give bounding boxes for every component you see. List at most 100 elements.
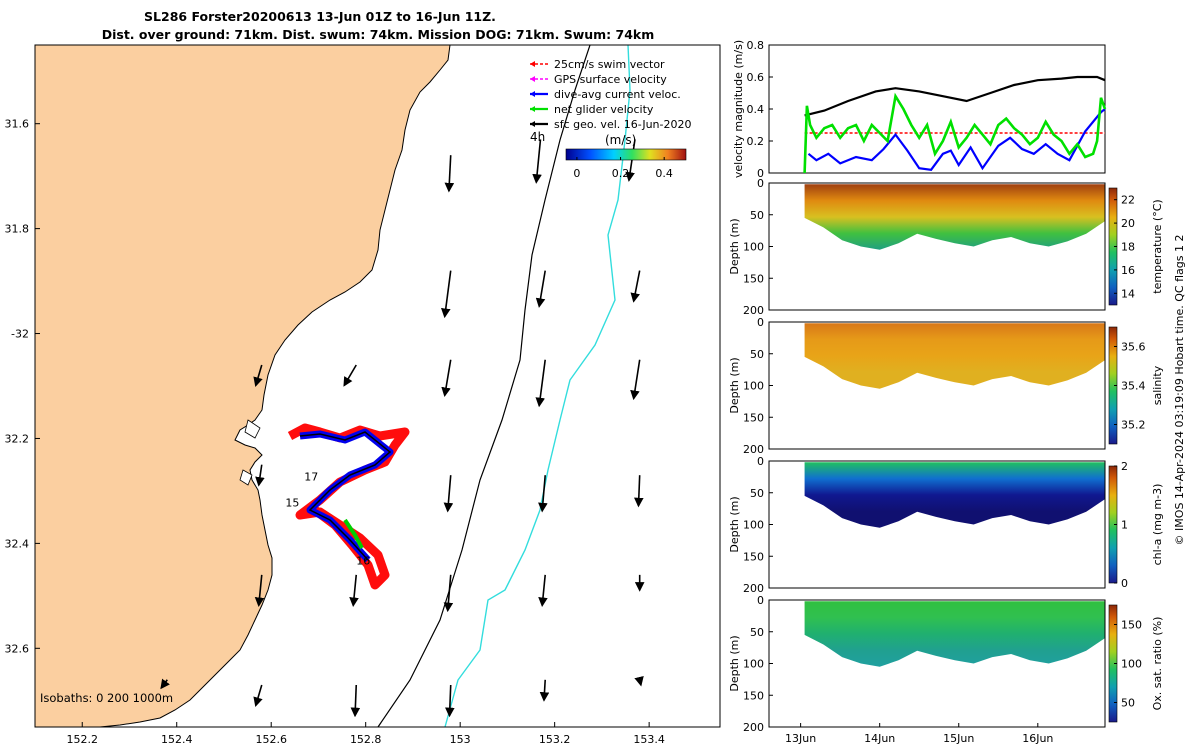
- legend-interval: 4h: [530, 130, 545, 144]
- depth-tick-label: 200: [743, 582, 764, 595]
- estuary-detail: [244, 419, 261, 439]
- map-y-tick-label: 32.4: [5, 537, 30, 550]
- track-day-label: 17: [304, 470, 318, 483]
- depth-tick-label: 100: [743, 519, 764, 532]
- velocity-series-line: [807, 108, 1106, 171]
- date-tick-label: 16Jun: [1022, 732, 1053, 745]
- depth-axis-label: Depth (m): [728, 218, 741, 274]
- colorbar-tick-label: 2: [1121, 460, 1128, 473]
- depth-tick-label: 150: [743, 272, 764, 285]
- depth-axis-label: Depth (m): [728, 635, 741, 691]
- velocity-y-tick-label: 0: [757, 167, 764, 180]
- colorbar-tick-label: 0.4: [655, 167, 673, 180]
- map-x-tick-label: 152.2: [66, 733, 98, 746]
- isobath-200: [377, 45, 591, 727]
- copyright-note: © IMOS 14-Apr-2024 03:19:09 Hobart time.…: [1173, 235, 1186, 546]
- heatmap-panel: 0 50 100 150 200 Depth (m) 35.2 35.4 35.6 salinit…: [728, 316, 1164, 456]
- depth-tick-label: 50: [750, 348, 764, 361]
- heatmap-data-field: [804, 323, 1105, 389]
- date-tick-label: 15Jun: [943, 732, 974, 745]
- legend-arrowhead: [530, 121, 535, 127]
- current-vector-arrow: [349, 574, 359, 608]
- track-day-label: 15: [285, 497, 299, 510]
- map-frame: [34, 44, 721, 728]
- heatmap-data-field: [804, 184, 1105, 250]
- current-vector-arrow: [350, 684, 361, 718]
- map-panel: 15 16 17 152.2 152.4 152.6 152.8 153 153.2 153.4…: [5, 44, 721, 746]
- depth-tick-label: 200: [743, 304, 764, 317]
- map-x-tick-label: 153.2: [539, 733, 571, 746]
- velocity-ylabel: velocity magnitude (m/s): [732, 40, 745, 178]
- heatmap-data-field: [804, 462, 1105, 528]
- depth-tick-label: 150: [743, 689, 764, 702]
- colorbar-tick-label: 0.2: [612, 167, 630, 180]
- map-colorbar: [565, 148, 687, 161]
- current-vector-arrow: [255, 464, 265, 487]
- current-vector-arrow: [254, 574, 265, 608]
- heatmap-panel: 0 50 100 150 200 Depth (m) 50 100 150 Ox. sat. ra…: [728, 594, 1164, 745]
- current-vector-arrow: [444, 155, 455, 193]
- current-vector-arrow: [253, 364, 263, 387]
- heatmap-panel: 0 50 100 150 200 Depth (m) 14 16 18 20 22 temperatu…: [728, 177, 1164, 317]
- current-vector-arrow: [535, 270, 546, 308]
- colorbar-tick-label: 50: [1121, 697, 1135, 710]
- legend-label: net glider velocity: [554, 103, 654, 116]
- colorbar-tick-label: 0: [1121, 577, 1128, 590]
- depth-tick-label: 150: [743, 411, 764, 424]
- legend-arrowhead: [530, 91, 535, 97]
- velocity-y-tick-label: 0.4: [747, 103, 765, 116]
- current-vector-arrow: [532, 139, 542, 184]
- colorbar-label: salinity: [1151, 365, 1164, 405]
- depth-tick-label: 0: [757, 594, 764, 607]
- chart-title-line2: Dist. over ground: 71km. Dist. swum: 74k…: [102, 27, 655, 42]
- colorbar-label: (m/s): [605, 133, 636, 147]
- estuary-detail: [239, 469, 253, 486]
- depth-tick-label: 100: [743, 380, 764, 393]
- depth-tick-label: 100: [743, 658, 764, 671]
- depth-tick-label: 150: [743, 550, 764, 563]
- colorbar-tick-label: 35.4: [1121, 380, 1146, 393]
- colorbar-tick-label: 1: [1121, 519, 1128, 532]
- colorbar-tick-label: 18: [1121, 241, 1135, 254]
- colorbar-tick-label: 0: [573, 167, 580, 180]
- colorbar-label: Ox. sat. ratio (%): [1151, 617, 1164, 711]
- current-vector-arrow: [634, 675, 644, 687]
- depth-tick-label: 200: [743, 721, 764, 734]
- map-y-tick-label: 31.8: [5, 223, 30, 236]
- colorbar-label: temperature (°C): [1151, 199, 1164, 293]
- current-vector-arrow: [538, 574, 548, 608]
- legend-label: GPS surface velocity: [554, 73, 667, 86]
- legend-label: sfc geo. vel. 16-Jun-2020: [554, 118, 691, 131]
- isobath-legend-label: Isobaths: 0 200 1000m: [40, 691, 173, 705]
- velocity-series-line: [803, 92, 1107, 174]
- map-y-tick-label: -32: [11, 328, 29, 341]
- depth-axis-label: Depth (m): [728, 357, 741, 413]
- current-vector-arrow: [160, 678, 170, 690]
- heatmap-panel: 0 50 100 150 200 Depth (m) 0 1 2 chl-a (mg m-3): [728, 455, 1164, 595]
- date-tick-label: 13Jun: [785, 732, 816, 745]
- current-vector-arrow: [441, 359, 452, 398]
- legend-arrowhead: [530, 61, 535, 67]
- current-vector-arrow: [445, 684, 455, 718]
- colorbar-tick-label: 35.2: [1121, 419, 1146, 432]
- date-tick-label: 14Jun: [864, 732, 895, 745]
- depth-tick-label: 0: [757, 455, 764, 468]
- depth-tick-label: 50: [750, 626, 764, 639]
- depth-tick-label: 100: [743, 241, 764, 254]
- legend-label: dive-avg current veloc.: [554, 88, 681, 101]
- current-vector-arrow: [441, 270, 452, 319]
- glider-track: [287, 423, 410, 590]
- colorbar-tick-label: 150: [1121, 619, 1142, 632]
- map-y-tick-label: 32.2: [5, 432, 30, 445]
- velocity-frame: [768, 44, 1106, 174]
- colorbar-tick-label: 100: [1121, 658, 1142, 671]
- map-x-tick-label: 153.4: [633, 733, 665, 746]
- current-vector-arrow: [630, 270, 641, 303]
- velocity-y-tick-label: 0.6: [747, 71, 765, 84]
- colorbar-tick-label: 20: [1121, 217, 1135, 230]
- legend-arrowhead: [530, 106, 535, 112]
- current-vector-arrow: [443, 475, 454, 513]
- current-vector-arrow: [634, 475, 644, 508]
- map-x-tick-label: 152.6: [255, 733, 287, 746]
